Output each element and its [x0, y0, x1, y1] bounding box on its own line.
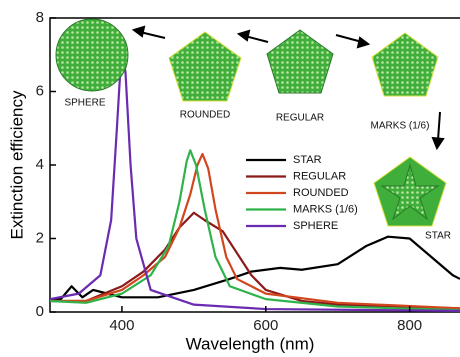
y-tick-label: 6 [36, 82, 44, 99]
legend-label: REGULAR [293, 170, 346, 182]
lines [50, 42, 460, 312]
annotation: MARKS (1/6) [371, 121, 430, 132]
annotation: REGULAR [276, 113, 324, 124]
star-inner [380, 163, 440, 221]
series-line [50, 235, 460, 303]
annotation: STAR [425, 231, 451, 242]
legend-label: MARKS (1/6) [293, 203, 358, 215]
x-tick-label: 800 [397, 317, 422, 334]
regular-shape [266, 29, 334, 94]
rounded-shape [168, 31, 242, 102]
y-tick-label: 8 [36, 9, 44, 26]
x-tick-label: 600 [253, 317, 278, 334]
legend-label: STAR [293, 154, 322, 166]
y-tick-label: 2 [36, 229, 44, 246]
y-axis-label: Extinction efficiency [7, 90, 26, 239]
x-tick-label: 400 [109, 317, 134, 334]
x-axis-label: Wavelength (nm) [186, 334, 315, 353]
legend-label: SPHERE [293, 220, 338, 232]
insets [55, 18, 447, 227]
series-line [50, 152, 460, 310]
series-line [50, 42, 460, 312]
y-tick-label: 0 [36, 303, 44, 320]
y-tick-label: 4 [36, 156, 44, 173]
annotation: ROUNDED [180, 110, 231, 121]
annotation: SPHERE [64, 98, 105, 109]
sphere-shape [55, 18, 129, 92]
arrows [131, 25, 445, 151]
marks-shape [371, 32, 439, 97]
series-line [50, 149, 460, 312]
legend-label: ROUNDED [293, 187, 349, 199]
